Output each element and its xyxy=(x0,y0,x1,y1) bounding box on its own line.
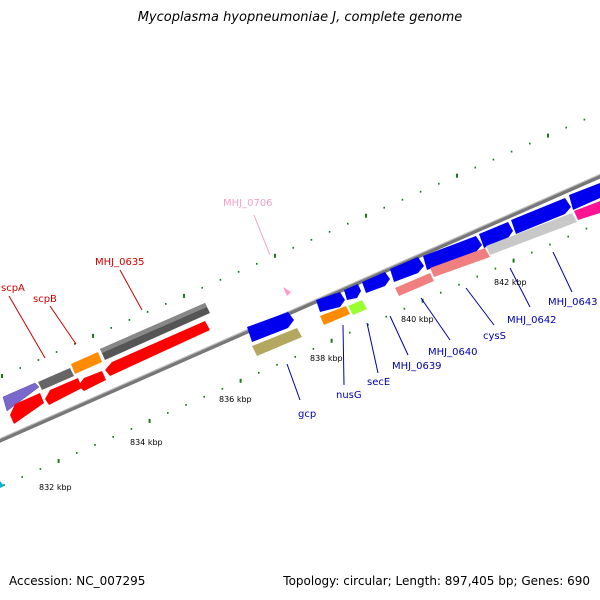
gene-scpB-gray[interactable] xyxy=(38,368,74,390)
gene-cysS-blue[interactable] xyxy=(423,236,482,270)
gene-MHJ_0706-marker[interactable] xyxy=(283,287,291,296)
gene-salmon-1[interactable] xyxy=(395,273,434,296)
scale-labels: 832 kbp 834 kbp 836 kbp 838 kbp 840 kbp … xyxy=(39,278,527,492)
label-MHJ_0640[interactable]: MHJ_0640 xyxy=(428,347,478,358)
gene-labels: scpA scpB MHJ_0635 MHJ_0706 gcp nusG sec… xyxy=(1,198,598,420)
gene-secE-lime[interactable] xyxy=(348,300,367,315)
label-secE[interactable]: secE xyxy=(367,377,390,388)
gene-MHJ_0639[interactable] xyxy=(362,272,390,293)
label-cysS[interactable]: cysS xyxy=(483,331,506,342)
gene-MHJ_0642-blue[interactable] xyxy=(479,222,513,248)
gene-MHJ_0640[interactable] xyxy=(390,257,424,282)
gene-salmon-2[interactable] xyxy=(430,248,490,277)
gene-scpB-orange[interactable] xyxy=(71,352,102,374)
scale-label-836: 836 kbp xyxy=(219,395,252,404)
gene-magenta[interactable] xyxy=(574,201,600,220)
reverse-strand-genes xyxy=(10,201,600,424)
genome-backbone-highlight xyxy=(0,173,600,440)
gene-secE-blue[interactable] xyxy=(344,284,361,300)
gene-cyan-marker[interactable] xyxy=(0,481,4,488)
gene-lightgray[interactable] xyxy=(486,213,577,255)
outer-tick-row xyxy=(1,118,586,378)
scale-label-838: 838 kbp xyxy=(310,354,343,363)
gene-scpA-forward[interactable] xyxy=(2,382,40,412)
label-MHJ_0639[interactable]: MHJ_0639 xyxy=(392,361,442,372)
scale-label-840: 840 kbp xyxy=(401,315,434,324)
gene-gcp-olive[interactable] xyxy=(252,328,302,356)
label-scpB[interactable]: scpB xyxy=(33,294,57,305)
topology-text: Topology: circular; Length: 897,405 bp; … xyxy=(283,574,590,588)
label-nusG[interactable]: nusG xyxy=(336,390,362,401)
topology-value: Topology: circular; Length: 897,405 bp; … xyxy=(283,574,590,588)
accession-text: Accession: NC_007295 xyxy=(9,574,146,588)
gene-MHJ_0635-gray-top[interactable] xyxy=(100,303,207,353)
gene-red-1[interactable] xyxy=(10,393,44,424)
scale-label-832: 832 kbp xyxy=(39,483,72,492)
label-MHJ_0642[interactable]: MHJ_0642 xyxy=(507,315,557,326)
gene-MHJ_0643-blue[interactable] xyxy=(511,198,571,234)
label-scpA[interactable]: scpA xyxy=(1,283,25,294)
scale-label-842: 842 kbp xyxy=(494,278,527,287)
genome-backbone xyxy=(0,174,600,443)
scale-label-834: 834 kbp xyxy=(130,438,163,447)
gene-gcp[interactable] xyxy=(247,312,294,342)
gene-red-4[interactable] xyxy=(105,321,210,376)
label-leaders xyxy=(8,214,573,401)
gene-nusG-blue[interactable] xyxy=(316,292,345,312)
label-gcp[interactable]: gcp xyxy=(298,409,316,420)
forward-strand-genes xyxy=(2,183,600,412)
map-title: Mycoplasma hyopneumoniae J, complete gen… xyxy=(137,10,463,25)
label-MHJ_0706[interactable]: MHJ_0706 xyxy=(223,198,273,209)
gene-red-3[interactable] xyxy=(78,371,106,391)
gene-red-2[interactable] xyxy=(45,378,82,405)
label-MHJ_0643[interactable]: MHJ_0643 xyxy=(548,297,598,308)
inner-tick-row xyxy=(3,227,588,486)
gene-edge-blue[interactable] xyxy=(569,183,600,210)
label-MHJ_0635[interactable]: MHJ_0635 xyxy=(95,257,145,268)
gene-nusG-orange[interactable] xyxy=(320,306,350,325)
